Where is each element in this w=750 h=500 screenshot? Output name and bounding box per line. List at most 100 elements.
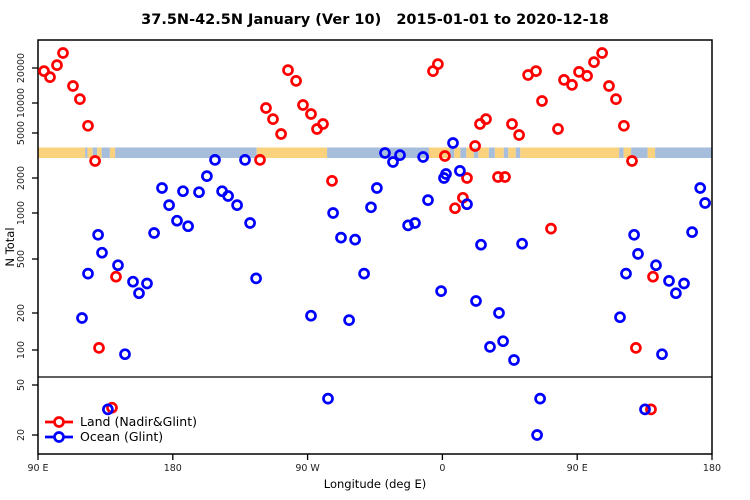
y-tick-label: 50 xyxy=(16,379,27,391)
data-point-land xyxy=(44,71,56,83)
data-point-ocean xyxy=(694,182,707,194)
data-point-land xyxy=(581,70,593,82)
y-tick-label: 20000 xyxy=(16,53,27,83)
data-point-ocean xyxy=(656,348,668,361)
chart-title: 37.5N-42.5N January (Ver 10) 2015-01-01 … xyxy=(141,12,609,28)
x-axis-title: Longitude (deg E) xyxy=(323,477,427,491)
data-point-land xyxy=(305,108,317,120)
data-point-ocean xyxy=(422,194,434,206)
surface-band-segment-land xyxy=(428,147,450,158)
data-point-ocean xyxy=(177,185,189,198)
data-point-ocean xyxy=(349,233,361,246)
data-point-ocean xyxy=(327,207,339,219)
data-point-ocean xyxy=(231,199,243,211)
data-point-land xyxy=(536,95,548,107)
surface-band-segment-land xyxy=(647,147,656,158)
surface-band-segment-ocean xyxy=(115,147,257,158)
x-tick-label: 90 E xyxy=(567,463,588,474)
data-point-ocean xyxy=(82,267,94,280)
data-point-land xyxy=(38,65,50,77)
data-point-land xyxy=(506,118,518,130)
data-point-land xyxy=(461,172,473,184)
surface-band-segment-land xyxy=(623,147,632,158)
x-tick-label: 180 xyxy=(703,463,721,474)
data-point-land xyxy=(57,47,69,59)
data-point-land xyxy=(432,58,444,70)
data-point-ocean xyxy=(322,392,334,405)
surface-band-segment-land xyxy=(97,147,102,158)
surface-band-segment-ocean xyxy=(503,147,509,158)
data-point-land xyxy=(647,270,659,283)
data-point-land xyxy=(499,171,511,183)
data-point-ocean xyxy=(119,348,131,361)
surface-band-segment-land xyxy=(494,147,504,158)
surface-band-segment-land xyxy=(508,147,516,158)
data-point-ocean xyxy=(148,227,160,239)
data-point-land xyxy=(630,342,642,354)
data-point-ocean xyxy=(76,312,88,324)
y-tick-label: 2000 xyxy=(16,166,27,190)
surface-band-segment-ocean xyxy=(101,147,110,158)
y-tick-label: 5000 xyxy=(16,121,27,145)
data-point-land xyxy=(449,202,461,215)
data-point-land xyxy=(317,118,329,130)
data-point-land xyxy=(492,171,504,183)
data-point-land xyxy=(552,123,564,135)
x-tick-label: 180 xyxy=(164,463,182,474)
data-point-ocean xyxy=(484,341,496,353)
surface-band-segment-ocean xyxy=(655,147,712,158)
data-point-ocean xyxy=(628,228,640,241)
data-point-ocean xyxy=(650,259,662,272)
data-point-ocean xyxy=(141,277,153,290)
legend-label-ocean: Ocean (Glint) xyxy=(80,429,163,444)
data-point-ocean xyxy=(454,165,466,177)
data-point-ocean xyxy=(678,277,690,290)
data-point-land xyxy=(469,140,481,152)
plot-frame xyxy=(37,39,713,455)
data-point-ocean xyxy=(92,228,104,241)
data-point-land xyxy=(545,222,557,235)
data-point-ocean xyxy=(470,295,482,307)
data-point-land xyxy=(74,93,86,105)
surface-band-segment-land xyxy=(478,147,489,158)
data-point-ocean xyxy=(250,272,262,285)
data-point-land xyxy=(89,155,101,167)
data-point-ocean xyxy=(394,149,406,161)
data-point-ocean xyxy=(133,287,145,300)
data-point-land xyxy=(596,47,608,59)
surface-band-segment-ocean xyxy=(92,147,98,158)
data-point-land xyxy=(645,403,657,416)
surface-band-segment-ocean xyxy=(515,147,521,158)
y-tick-label: 200 xyxy=(16,304,27,322)
data-point-land xyxy=(267,113,279,125)
data-point-ocean xyxy=(493,307,505,319)
surface-band-segment-ocean xyxy=(488,147,495,158)
data-point-ocean xyxy=(171,214,183,227)
data-point-ocean xyxy=(365,201,377,214)
data-point-ocean xyxy=(102,403,114,416)
data-point-land xyxy=(439,150,451,162)
data-point-ocean xyxy=(305,309,317,322)
data-point-land xyxy=(82,119,94,132)
surface-band-segment-ocean xyxy=(460,147,467,158)
data-point-ocean xyxy=(343,314,355,326)
data-point-ocean xyxy=(112,259,124,272)
data-point-land xyxy=(610,93,622,105)
surface-band-segment-land xyxy=(38,147,86,158)
data-point-ocean xyxy=(461,198,473,211)
y-axis-title: N Total xyxy=(3,227,17,267)
surface-band-segment-land xyxy=(520,147,620,158)
surface-band-segment-ocean xyxy=(449,147,455,158)
data-point-ocean xyxy=(379,147,391,159)
data-point-ocean xyxy=(435,285,447,297)
data-point-ocean xyxy=(371,182,383,194)
data-point-land xyxy=(513,129,525,141)
data-point-ocean xyxy=(127,275,139,288)
surface-band-segment-land xyxy=(466,147,474,158)
data-point-land xyxy=(290,75,302,87)
data-point-land xyxy=(530,65,542,77)
x-tick-label: 90 W xyxy=(295,463,320,474)
data-point-ocean xyxy=(417,151,429,163)
